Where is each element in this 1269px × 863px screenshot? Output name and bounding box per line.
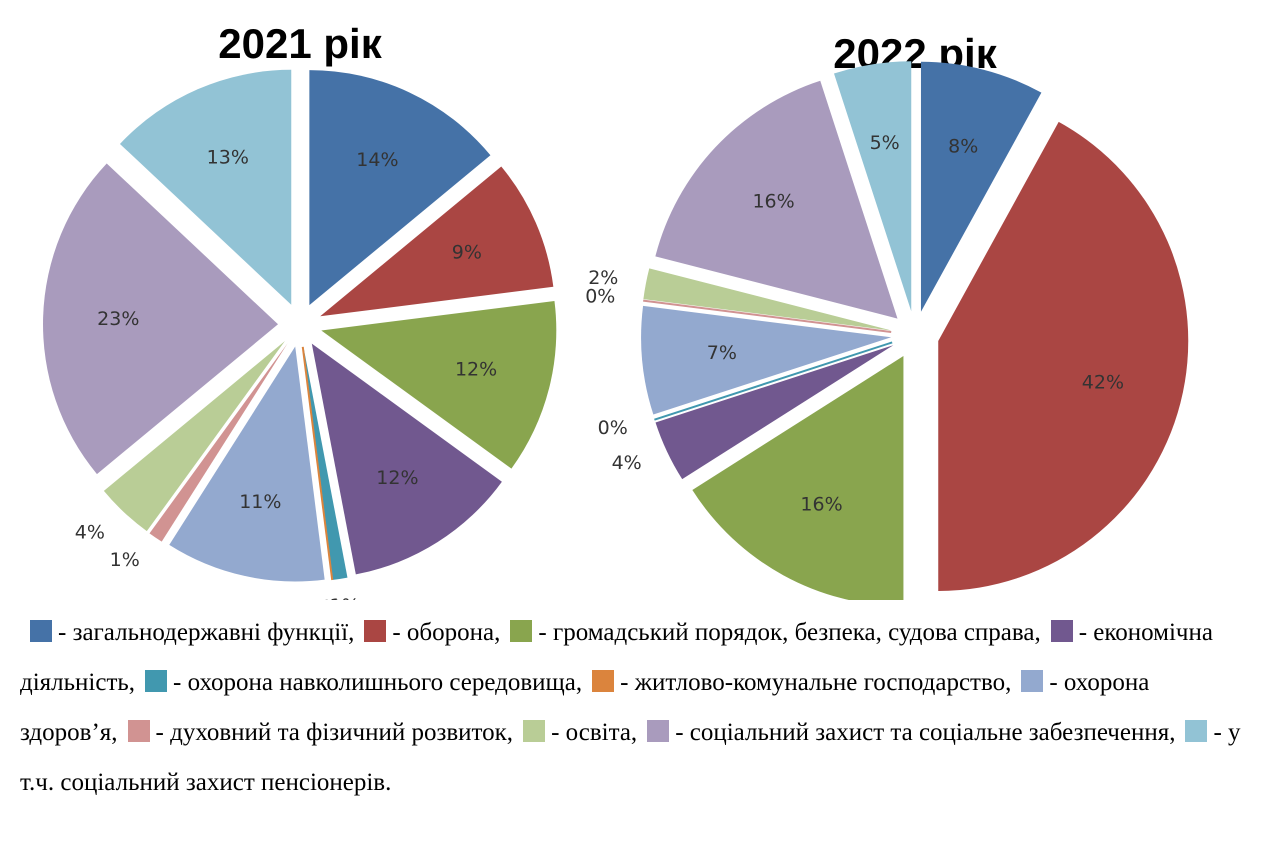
data-label: 14%: [356, 149, 398, 171]
legend-swatch: [364, 620, 387, 642]
data-label: 12%: [455, 359, 497, 381]
legend-label: - загальнодержавні функції,: [58, 619, 355, 646]
pie-slice: [692, 356, 904, 600]
legend-swatch: [30, 620, 52, 642]
pie-slice: [833, 61, 912, 312]
legend-swatch: [647, 720, 670, 742]
pie-slice: [149, 343, 288, 542]
pie-slice: [938, 121, 1189, 591]
pie-slice: [103, 341, 285, 532]
legend-label: - духовний та фізичний розвиток,: [155, 719, 514, 746]
pie-slice: [641, 305, 892, 415]
pie-slice: [321, 301, 557, 469]
pie-slice: [643, 268, 892, 331]
data-label: 0%: [585, 286, 615, 308]
legend-swatch: [1050, 620, 1073, 642]
data-label: 7%: [707, 342, 737, 364]
data-label: 4%: [612, 452, 642, 474]
data-label: 0%: [598, 417, 628, 439]
data-label: 1%: [110, 549, 140, 571]
data-label: 11%: [239, 491, 281, 513]
chart-title: 2021 рік: [218, 20, 382, 67]
data-label: 1%: [330, 595, 360, 600]
legend-swatch: [523, 720, 546, 742]
data-label: 9%: [452, 241, 482, 263]
data-label: 0%: [321, 596, 351, 600]
legend-label: - охорона здоров’я,: [20, 669, 1150, 746]
pie-slice: [654, 341, 893, 421]
data-label: 12%: [376, 467, 418, 489]
pie-slice: [920, 61, 1042, 312]
data-label: 42%: [1082, 372, 1124, 394]
data-label: 2%: [588, 267, 618, 289]
data-label: 4%: [75, 521, 105, 543]
pie-slice: [169, 346, 325, 582]
legend-label: - охорона навколишнього середовища,: [173, 669, 583, 696]
legend-swatch: [127, 720, 150, 742]
legend-swatch: [510, 620, 533, 642]
pie-slice: [320, 166, 554, 317]
legend-label: - економічна діяльність,: [20, 619, 1213, 696]
pie-slice: [303, 346, 348, 580]
legend-label: - у т.ч. соціальний захист пенсіонерів.: [20, 719, 1241, 796]
pie-slice: [301, 346, 334, 581]
pie-slice: [655, 345, 894, 480]
charts: 2021 рік14%9%12%12%1%0%11%1%4%23%13%2022…: [43, 20, 1189, 600]
data-label: 16%: [752, 191, 794, 213]
legend-swatch: [1185, 720, 1208, 742]
legend-swatch: [592, 670, 615, 692]
legend-label: - освіта,: [551, 719, 638, 746]
legend-label: - житлово-комунальне господарство,: [620, 669, 1012, 696]
legend-label: - громадський порядок, безпека, судова с…: [538, 619, 1041, 646]
legend: - загальнодержавні функції, - оборона, - г…: [20, 608, 1245, 808]
pie-slice: [643, 299, 892, 333]
legend-label: - оборона,: [392, 619, 501, 646]
data-label: 16%: [800, 494, 842, 516]
pie-slice: [309, 70, 491, 306]
legend-label: - соціальний захист та соціальне забезпе…: [675, 719, 1176, 746]
legend-swatch: [145, 670, 168, 692]
data-label: 23%: [97, 308, 139, 330]
data-label: 13%: [207, 147, 249, 169]
data-label: 5%: [870, 132, 900, 154]
pie-slice: [119, 69, 292, 305]
pie-slice: [655, 80, 898, 319]
pie-slice: [311, 343, 502, 575]
pie-slice: [43, 163, 279, 475]
legend-swatch: [1021, 670, 1044, 692]
data-label: 8%: [948, 136, 978, 158]
